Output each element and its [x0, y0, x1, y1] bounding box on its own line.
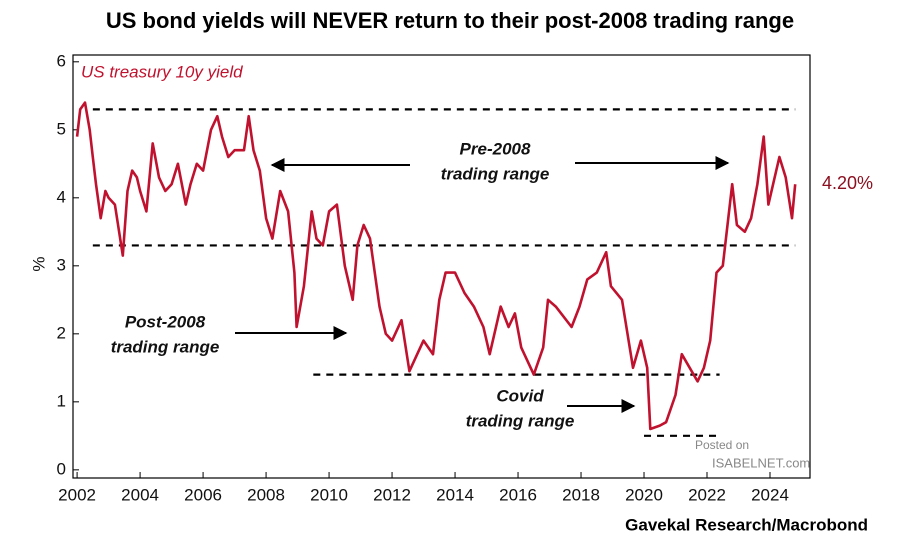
x-tick-label: 2022	[688, 485, 726, 504]
x-tick-label: 2010	[310, 485, 348, 504]
y-tick-label: 2	[57, 323, 66, 342]
chart-title: US bond yields will NEVER return to thei…	[106, 8, 794, 33]
last-value-label: 4.20%	[822, 173, 873, 193]
x-tick-label: 2004	[121, 485, 159, 504]
legend-entry: US treasury 10y yield	[81, 62, 243, 81]
annotation: Post-2008	[125, 312, 206, 331]
series-line	[75, 101, 797, 431]
y-axis-label: %	[29, 256, 48, 271]
x-tick-label: 2002	[58, 485, 96, 504]
y-tick-label: 1	[57, 391, 66, 410]
annotation: Covid	[496, 386, 544, 405]
x-tick-label: 2016	[499, 485, 537, 504]
annotation: trading range	[466, 411, 575, 430]
annotation: trading range	[441, 164, 550, 183]
x-tick-label: 2014	[436, 485, 474, 504]
watermark: Posted on	[695, 438, 749, 452]
y-tick-label: 4	[57, 187, 66, 206]
x-tick-label: 2008	[247, 485, 285, 504]
x-tick-label: 2006	[184, 485, 222, 504]
x-tick-label: 2024	[751, 485, 789, 504]
x-tick-label: 2018	[562, 485, 600, 504]
y-tick-label: 6	[57, 51, 66, 70]
source: Gavekal Research/Macrobond	[625, 515, 868, 534]
x-tick-label: 2012	[373, 485, 411, 504]
y-tick-label: 0	[57, 459, 66, 478]
annotation: Pre-2008	[460, 139, 531, 158]
y-tick-label: 3	[57, 255, 66, 274]
y-tick-label: 5	[57, 119, 66, 138]
annotation: trading range	[111, 337, 220, 356]
x-tick-label: 2020	[625, 485, 663, 504]
plot-frame	[72, 54, 811, 479]
arrows	[235, 156, 730, 413]
watermark: ISABELNET.com	[712, 455, 810, 470]
